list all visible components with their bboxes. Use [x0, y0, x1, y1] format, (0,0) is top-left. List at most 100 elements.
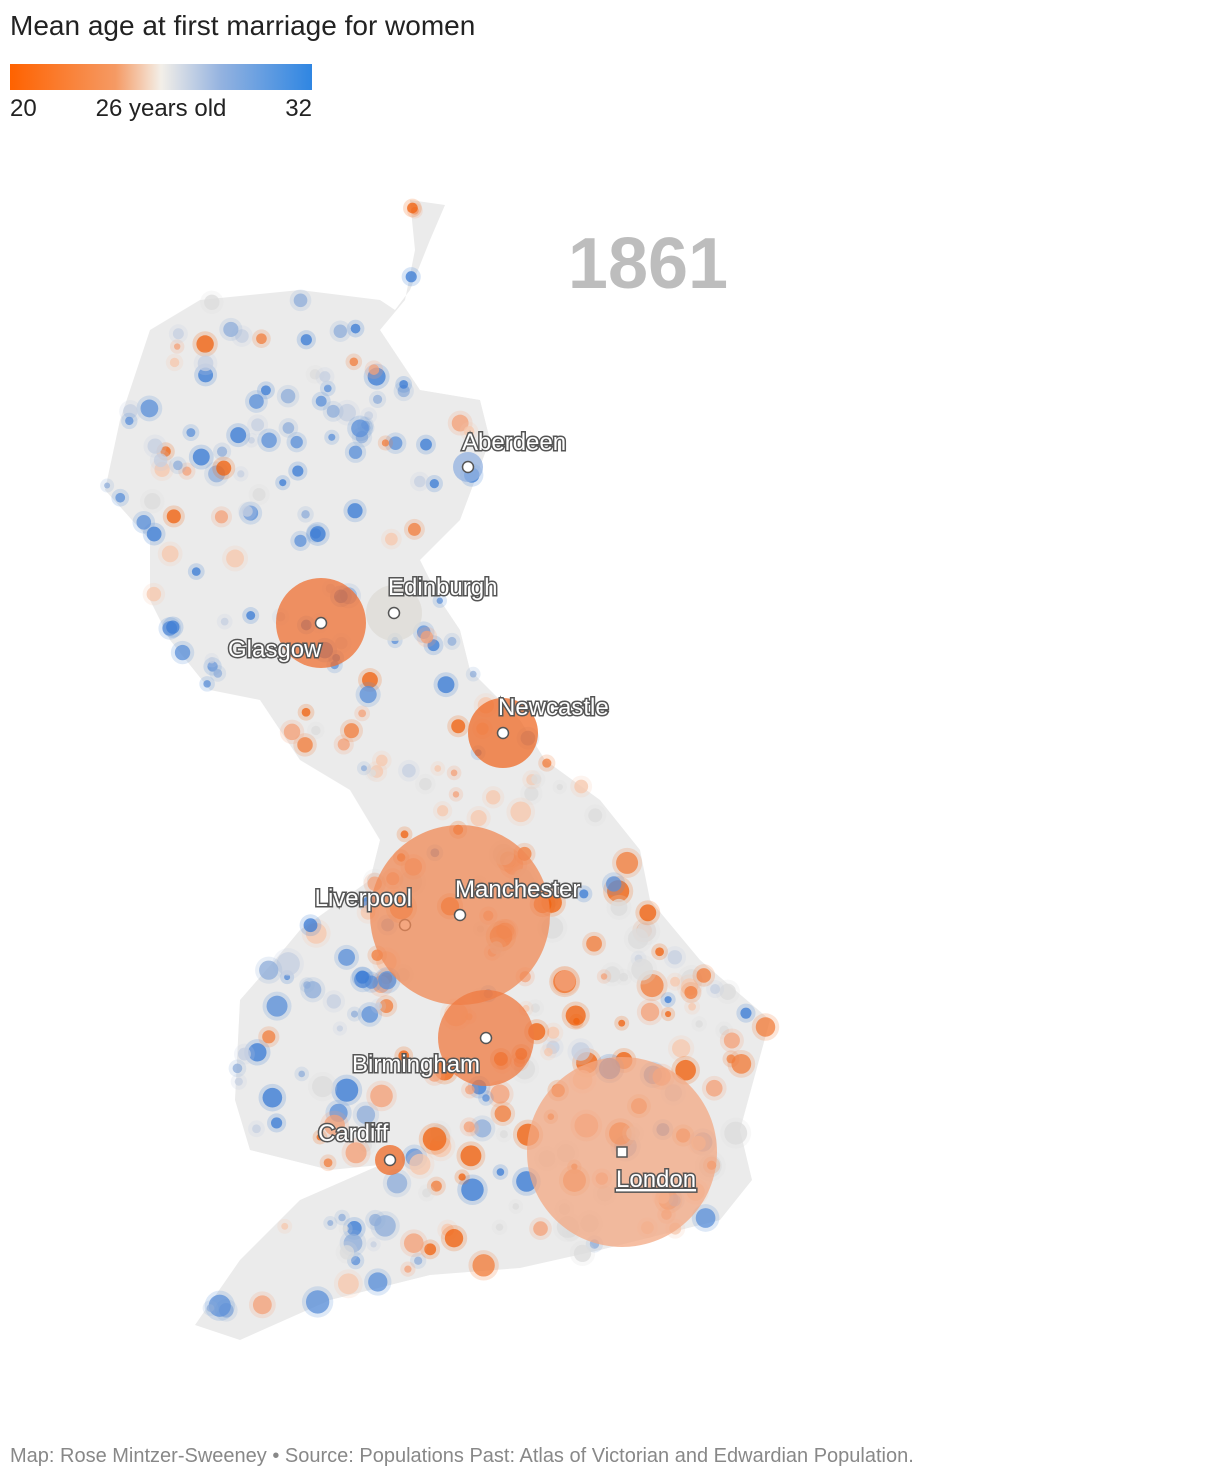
bubble	[705, 1079, 723, 1097]
bubble	[281, 1222, 289, 1230]
bubble	[146, 526, 162, 542]
bubble	[463, 1121, 475, 1133]
bubble	[327, 1220, 334, 1227]
bubble	[424, 1243, 437, 1256]
bubble	[323, 384, 332, 393]
bubble	[606, 876, 622, 892]
bubble	[349, 357, 359, 367]
city-label: London	[616, 1166, 696, 1193]
bubble	[262, 1087, 283, 1108]
bubble	[616, 851, 639, 874]
bubble	[510, 801, 532, 823]
bubble	[719, 1025, 730, 1036]
bubble	[398, 1050, 410, 1062]
bubble	[147, 438, 163, 454]
bubble	[351, 419, 369, 438]
bubble	[610, 898, 628, 916]
bubble	[544, 1047, 553, 1057]
bubble	[640, 1002, 660, 1022]
bubble	[297, 737, 313, 753]
bubble	[370, 1241, 377, 1248]
bubble	[407, 202, 418, 214]
bubble	[362, 672, 378, 688]
legend-max: 32	[285, 95, 312, 122]
bubble	[494, 1105, 512, 1122]
bubble	[251, 418, 265, 432]
bubble	[414, 1256, 423, 1265]
bubble	[755, 1017, 776, 1037]
bubble	[619, 972, 629, 982]
bubble	[305, 1290, 330, 1314]
bubble	[172, 328, 184, 340]
city-marker	[479, 1031, 493, 1045]
bubble	[695, 1208, 716, 1228]
bubble	[206, 1304, 215, 1312]
bubble	[684, 985, 698, 1000]
bubble	[364, 411, 374, 421]
bubble	[293, 293, 308, 308]
bubble	[309, 369, 321, 380]
bubble	[326, 994, 342, 1009]
bubble	[280, 388, 296, 404]
bubble	[565, 1005, 586, 1026]
bubble	[571, 1042, 591, 1061]
bubble	[379, 999, 394, 1013]
bubble	[361, 1006, 379, 1023]
city-label: Manchester	[455, 876, 580, 903]
bubble	[350, 323, 361, 334]
bubble	[125, 416, 134, 426]
bubble	[533, 1221, 548, 1236]
bubble	[402, 763, 416, 778]
city-marker	[387, 606, 401, 620]
bubble	[346, 1221, 362, 1236]
bubble	[196, 335, 214, 353]
bubble	[248, 1043, 267, 1062]
bubble	[554, 970, 576, 992]
bubble	[337, 738, 350, 751]
bubble	[556, 783, 563, 791]
bubble	[723, 1032, 740, 1049]
bubble	[282, 422, 295, 434]
bubble	[375, 754, 388, 767]
bubble	[472, 1254, 495, 1277]
bubble	[186, 428, 196, 438]
city-label: Aberdeen	[462, 429, 566, 456]
bubble	[688, 1002, 697, 1011]
bubble	[358, 709, 367, 718]
city-label: Edinburgh	[388, 574, 497, 601]
bubble	[496, 1168, 505, 1176]
bubble	[197, 355, 214, 372]
bubble	[223, 321, 239, 337]
bubble	[724, 1121, 748, 1145]
city-marker	[461, 460, 475, 474]
bubble	[461, 1178, 484, 1202]
bubble	[174, 644, 191, 661]
bubble	[542, 758, 552, 768]
bubble	[323, 1158, 333, 1168]
bubble	[452, 791, 460, 798]
bubble	[169, 357, 180, 368]
bubble	[216, 460, 232, 476]
bubble	[490, 1084, 510, 1104]
bubble	[208, 1294, 231, 1317]
bubble	[530, 1003, 540, 1013]
city-label: Liverpool	[315, 885, 412, 912]
bubble	[586, 935, 602, 952]
bubble	[290, 435, 303, 449]
bubble	[301, 707, 311, 717]
bubble	[460, 1145, 482, 1167]
bubble	[241, 505, 253, 517]
bubble	[671, 1039, 691, 1058]
bubble	[249, 394, 264, 409]
bubble	[337, 1273, 359, 1295]
bubble	[115, 492, 126, 503]
legend-gradient	[10, 64, 312, 90]
bubble	[407, 522, 421, 536]
bubble	[237, 470, 245, 478]
bubble	[381, 439, 389, 447]
bubble	[495, 1223, 504, 1231]
bubble	[463, 425, 475, 437]
bubble	[355, 970, 369, 984]
bubble	[451, 719, 466, 734]
